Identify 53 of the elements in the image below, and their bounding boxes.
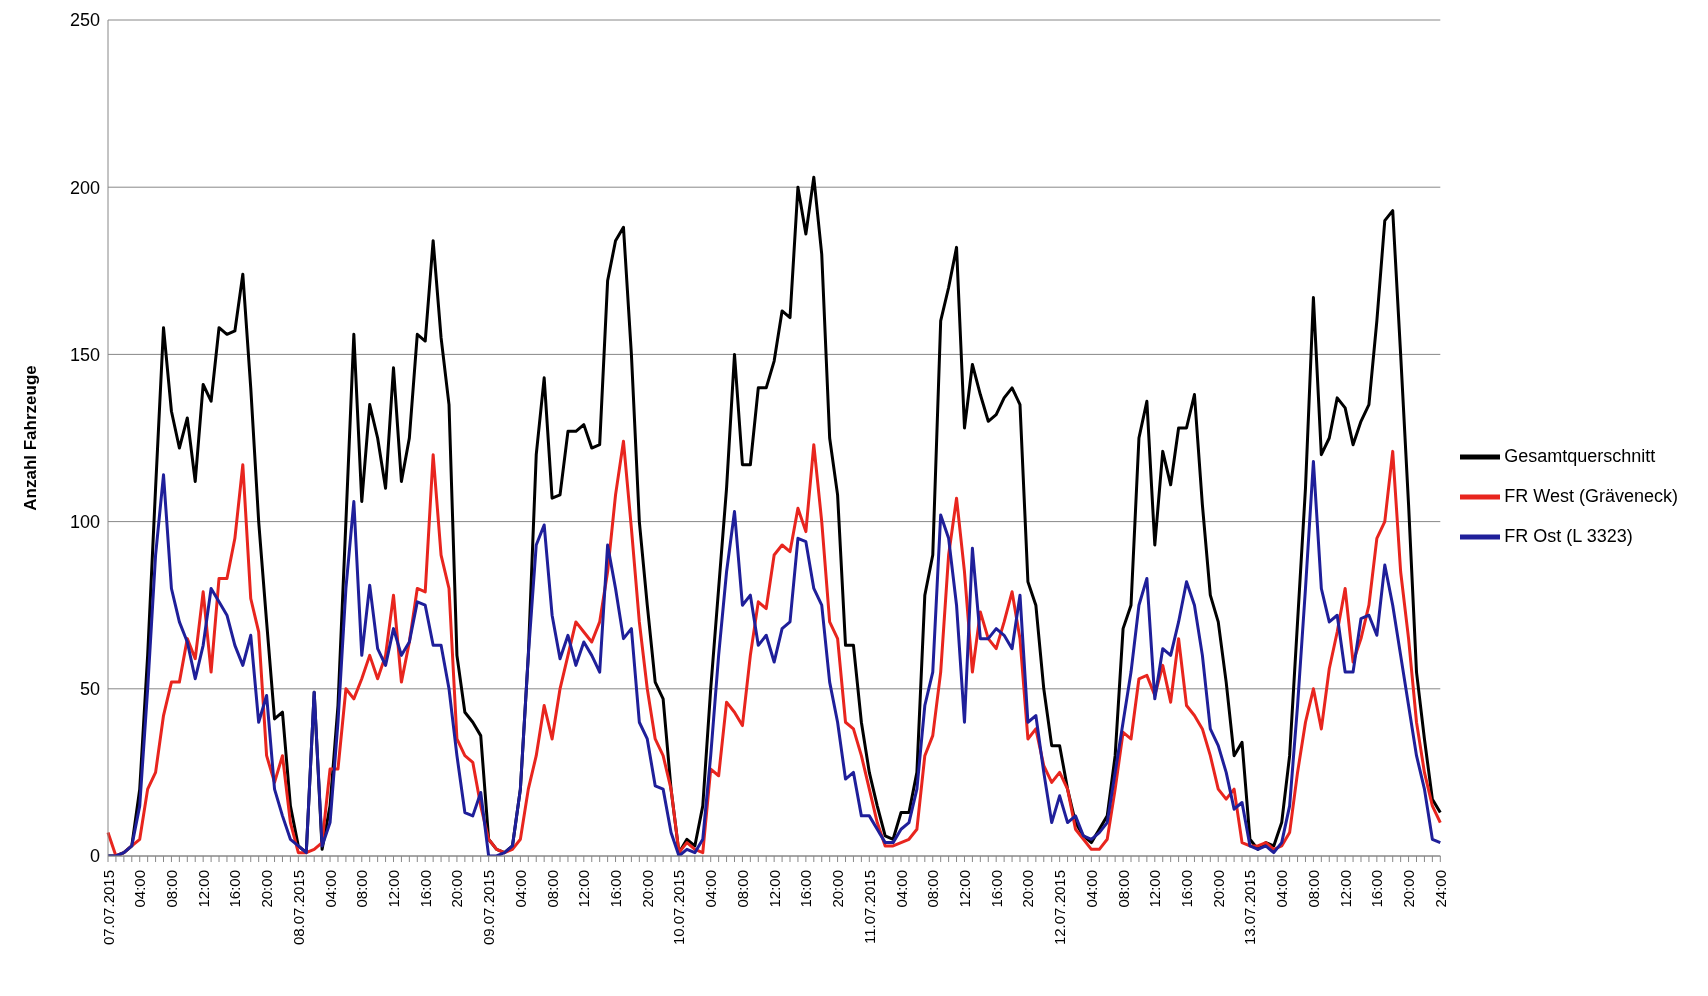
x-tick-label: 04:00 [1273, 870, 1291, 908]
x-tick-label: 04:00 [321, 870, 339, 908]
x-tick-label: 20:00 [829, 870, 847, 908]
y-tick-label: 0 [89, 846, 100, 867]
x-tick-label: 20:00 [258, 870, 276, 908]
x-tick-label: 20:00 [1209, 870, 1227, 908]
legend-label: Gesamtquerschnitt [1504, 445, 1656, 466]
x-tick-label: 12.07.2015 [1051, 870, 1069, 946]
y-axis-title: Anzahl Fahrzeuge [21, 365, 41, 511]
x-tick-label: 12:00 [575, 870, 593, 908]
x-tick-label: 20:00 [448, 870, 466, 908]
x-tick-label: 08:00 [162, 870, 180, 908]
x-tick-label: 16:00 [416, 870, 434, 908]
x-tick-label: 12:00 [384, 870, 402, 908]
x-tick-label: 08:00 [543, 870, 561, 908]
x-tick-label: 04:00 [131, 870, 149, 908]
legend-label: FR West (Gräveneck) [1504, 485, 1678, 506]
x-tick-label: 16:00 [226, 870, 244, 908]
x-tick-label: 16:00 [1368, 870, 1386, 908]
x-tick-label: 20:00 [1400, 870, 1418, 908]
x-tick-label: 08:00 [924, 870, 942, 908]
x-tick-label: 04:00 [1082, 870, 1100, 908]
x-tick-label: 16:00 [987, 870, 1005, 908]
x-tick-label: 12:00 [765, 870, 783, 908]
x-tick-label: 08:00 [1304, 870, 1322, 908]
x-tick-label: 16:00 [607, 870, 625, 908]
x-tick-label: 24:00 [1431, 870, 1449, 908]
x-tick-label: 13.07.2015 [1241, 870, 1259, 946]
x-tick-label: 20:00 [1019, 870, 1037, 908]
x-tick-label: 12:00 [955, 870, 973, 908]
x-tick-label: 09.07.2015 [480, 870, 498, 946]
x-tick-label: 08.07.2015 [289, 870, 307, 946]
y-tick-label: 200 [69, 177, 100, 198]
x-tick-label: 16:00 [1178, 870, 1196, 908]
x-tick-label: 04:00 [892, 870, 910, 908]
x-tick-label: 08:00 [353, 870, 371, 908]
x-tick-label: 04:00 [702, 870, 720, 908]
x-tick-label: 07.07.2015 [99, 870, 117, 946]
y-tick-label: 100 [69, 511, 100, 532]
x-tick-label: 16:00 [797, 870, 815, 908]
y-tick-label: 150 [69, 344, 100, 365]
x-tick-label: 08:00 [733, 870, 751, 908]
y-tick-label: 50 [79, 679, 100, 700]
x-tick-label: 11.07.2015 [860, 870, 878, 944]
x-tick-label: 12:00 [194, 870, 212, 908]
x-tick-label: 08:00 [1114, 870, 1132, 908]
x-tick-label: 12:00 [1146, 870, 1164, 908]
x-tick-label: 12:00 [1336, 870, 1354, 908]
x-tick-label: 04:00 [511, 870, 529, 908]
legend-label: FR Ost (L 3323) [1504, 525, 1633, 546]
x-tick-label: 20:00 [638, 870, 656, 908]
x-tick-label: 10.07.2015 [670, 870, 688, 946]
y-tick-label: 250 [69, 10, 100, 31]
